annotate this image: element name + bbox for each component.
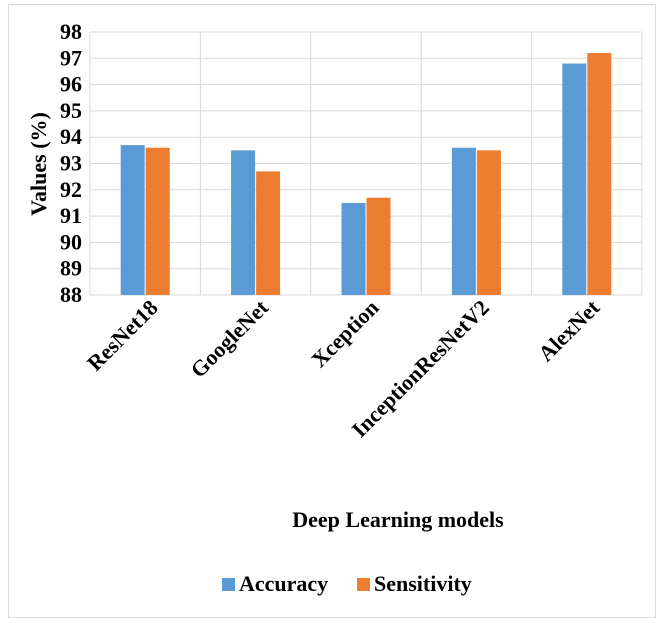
bar-accuracy-xception [341,202,366,295]
y-tick-label: 91 [60,203,82,228]
bar-sensitivity-xception [366,197,391,295]
gridlines [89,31,643,296]
x-axis-title: Deep Learning models [292,507,504,532]
legend: Accuracy Sensitivity [222,571,472,596]
y-tick-label: 96 [60,72,82,97]
bar-sensitivity-inceptionresnetv2 [476,150,501,295]
y-axis-title: Values (%) [26,112,51,216]
y-tick-label: 89 [60,256,82,281]
bar-accuracy-resnet18 [120,145,145,295]
bar-accuracy-inceptionresnetv2 [451,147,476,295]
x-category-labels: ResNet18 GoogleNet XceptionInceptionResNet… [82,294,605,442]
y-tick-label: 92 [60,177,82,202]
y-tick-label: 88 [60,282,82,307]
y-tick-label: 93 [60,151,82,176]
x-category-label: AlexNet [533,294,605,366]
chart-frame [8,4,656,618]
bar-accuracy-alexnet [562,63,587,296]
bar-sensitivity-alexnet [587,53,612,295]
legend-label-sensitivity: Sensitivity [374,571,472,596]
bars [120,53,612,296]
y-tick-label: 94 [60,124,82,149]
x-category-label: ResNet18 [82,295,163,376]
legend-swatch-accuracy [222,578,235,591]
bar-sensitivity-googlenet [256,171,281,295]
x-category-label: GoogleNet [185,294,273,382]
bar-sensitivity-resnet18 [145,147,170,295]
legend-swatch-sensitivity [357,578,370,591]
legend-label-accuracy: Accuracy [239,571,328,596]
y-tick-label: 97 [60,45,82,70]
x-category-label: Xception [306,295,383,372]
y-tick-label: 90 [60,229,82,254]
y-tick-label: 98 [60,19,82,44]
y-tick-label: 95 [60,98,82,123]
bar-accuracy-googlenet [231,150,256,295]
